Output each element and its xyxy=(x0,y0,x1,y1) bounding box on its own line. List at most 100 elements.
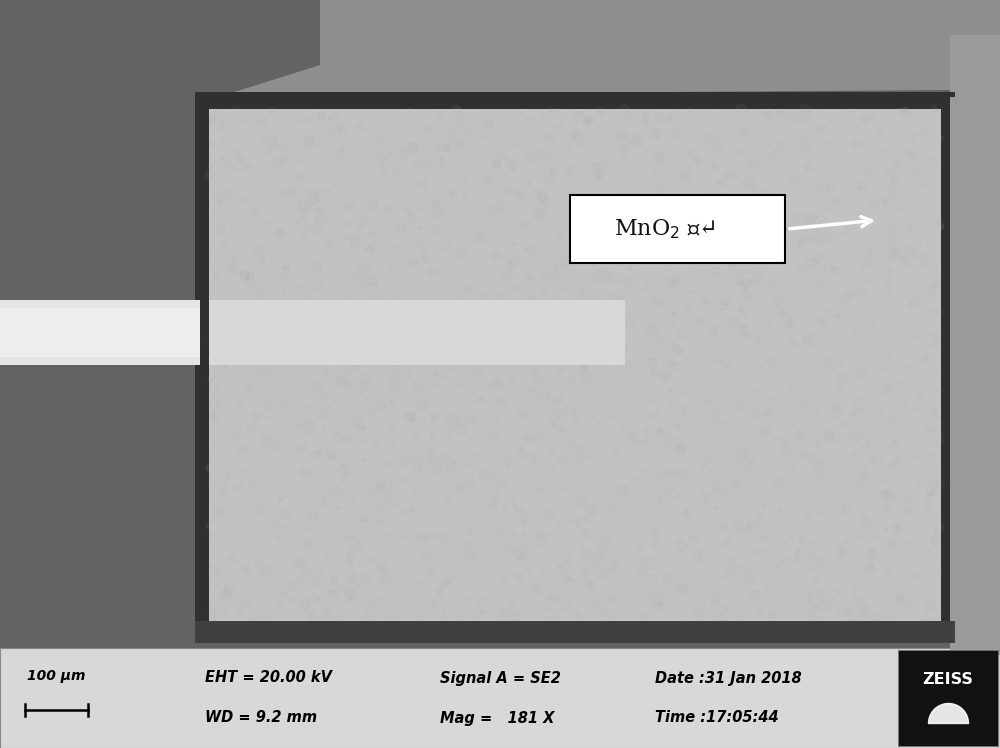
Circle shape xyxy=(773,150,777,155)
Circle shape xyxy=(269,405,278,414)
Circle shape xyxy=(647,327,650,331)
Circle shape xyxy=(433,466,438,471)
Circle shape xyxy=(256,354,260,358)
Circle shape xyxy=(221,125,225,129)
Circle shape xyxy=(444,497,449,503)
Circle shape xyxy=(496,201,505,210)
Circle shape xyxy=(583,578,592,587)
Circle shape xyxy=(446,495,451,499)
Circle shape xyxy=(597,473,600,477)
Circle shape xyxy=(500,454,509,464)
Circle shape xyxy=(765,278,770,283)
Circle shape xyxy=(335,488,343,496)
Circle shape xyxy=(934,110,938,114)
Circle shape xyxy=(340,316,347,322)
Circle shape xyxy=(253,411,261,420)
Circle shape xyxy=(462,192,467,197)
Circle shape xyxy=(782,559,788,564)
Circle shape xyxy=(651,400,654,403)
Circle shape xyxy=(328,601,334,607)
Circle shape xyxy=(824,502,827,505)
Circle shape xyxy=(849,124,858,134)
Circle shape xyxy=(462,560,465,563)
Circle shape xyxy=(803,384,812,392)
Circle shape xyxy=(696,126,704,135)
Circle shape xyxy=(848,209,856,216)
Circle shape xyxy=(498,588,505,595)
Circle shape xyxy=(536,536,546,546)
Circle shape xyxy=(852,567,860,574)
Circle shape xyxy=(891,495,895,500)
Circle shape xyxy=(498,605,503,610)
Circle shape xyxy=(554,265,562,273)
Circle shape xyxy=(902,294,906,298)
Circle shape xyxy=(206,464,214,471)
Circle shape xyxy=(878,266,886,274)
Circle shape xyxy=(809,436,818,446)
Circle shape xyxy=(760,234,766,241)
Circle shape xyxy=(755,513,763,521)
Circle shape xyxy=(536,488,541,493)
Circle shape xyxy=(865,218,869,223)
Circle shape xyxy=(636,455,643,462)
Circle shape xyxy=(257,500,266,509)
Circle shape xyxy=(464,191,468,194)
Circle shape xyxy=(931,133,935,137)
Circle shape xyxy=(501,255,507,261)
Circle shape xyxy=(873,303,882,312)
Circle shape xyxy=(501,578,508,585)
Circle shape xyxy=(679,585,688,594)
Circle shape xyxy=(579,111,584,116)
Circle shape xyxy=(299,604,307,612)
Circle shape xyxy=(370,278,377,286)
Circle shape xyxy=(733,174,739,180)
Circle shape xyxy=(373,402,378,407)
Circle shape xyxy=(611,295,615,300)
Circle shape xyxy=(483,223,490,229)
Circle shape xyxy=(312,261,321,270)
Circle shape xyxy=(303,423,308,427)
Circle shape xyxy=(889,151,898,160)
Circle shape xyxy=(357,453,363,459)
Circle shape xyxy=(398,146,403,152)
Circle shape xyxy=(883,506,891,513)
Circle shape xyxy=(748,476,752,482)
Circle shape xyxy=(373,401,380,408)
Circle shape xyxy=(414,619,418,623)
Circle shape xyxy=(526,246,534,254)
Circle shape xyxy=(834,128,841,135)
Circle shape xyxy=(279,601,286,607)
Circle shape xyxy=(449,609,453,613)
Circle shape xyxy=(888,269,893,274)
Circle shape xyxy=(665,117,671,123)
Circle shape xyxy=(466,542,473,548)
Circle shape xyxy=(735,365,743,373)
Circle shape xyxy=(424,404,428,408)
Circle shape xyxy=(461,426,468,433)
Circle shape xyxy=(637,479,640,482)
Circle shape xyxy=(755,337,761,343)
Circle shape xyxy=(765,408,775,417)
Circle shape xyxy=(434,341,443,350)
Circle shape xyxy=(681,580,686,586)
Circle shape xyxy=(503,120,509,126)
Circle shape xyxy=(788,323,793,328)
Circle shape xyxy=(816,215,825,224)
Circle shape xyxy=(515,574,523,581)
Circle shape xyxy=(748,260,757,269)
Circle shape xyxy=(338,261,341,264)
Circle shape xyxy=(546,595,551,600)
Circle shape xyxy=(303,539,312,548)
Circle shape xyxy=(406,357,415,366)
Circle shape xyxy=(299,201,307,210)
Circle shape xyxy=(350,340,357,347)
Circle shape xyxy=(679,231,683,235)
Circle shape xyxy=(717,193,726,201)
Circle shape xyxy=(309,420,315,426)
Circle shape xyxy=(468,199,471,203)
Circle shape xyxy=(884,527,888,531)
Circle shape xyxy=(481,230,487,236)
Text: Mag =   181 X: Mag = 181 X xyxy=(440,711,554,726)
Circle shape xyxy=(440,156,444,160)
Circle shape xyxy=(932,512,935,515)
